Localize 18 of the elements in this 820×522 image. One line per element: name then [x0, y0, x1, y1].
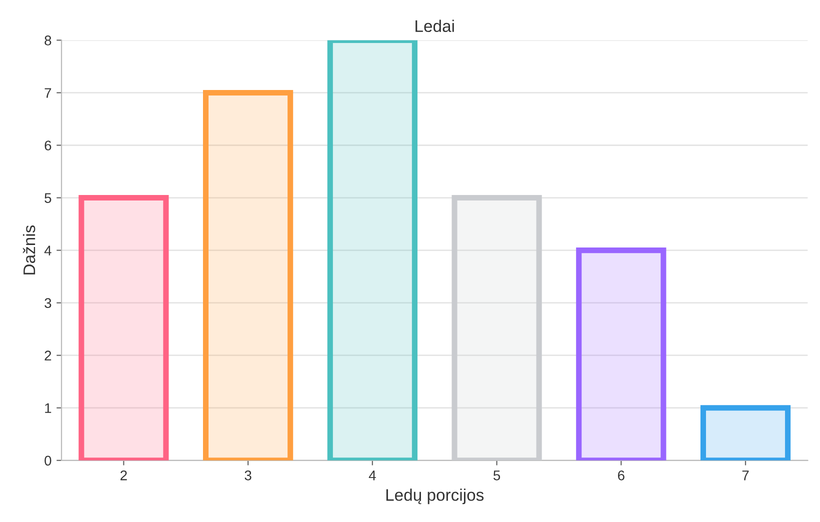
- x-tick-label: 3: [244, 470, 252, 480]
- x-axis-title: Ledų porcijos: [386, 488, 484, 504]
- y-axis-title: Dažnis: [22, 225, 36, 274]
- y-tick-label: 1: [45, 403, 52, 413]
- y-tick-label: 7: [44, 88, 52, 98]
- y-tick-label: 6: [44, 140, 52, 150]
- y-tick-label: 2: [44, 350, 52, 360]
- chart-title: Ledai: [416, 20, 454, 32]
- y-tick-label: 4: [44, 246, 52, 256]
- x-tick-label: 5: [493, 470, 500, 480]
- x-tick-label: 7: [742, 470, 749, 480]
- y-tick-label: 5: [44, 193, 52, 203]
- x-tick-label: 6: [618, 470, 624, 480]
- y-tick-label: 3: [44, 298, 52, 308]
- y-tick-label: 0: [44, 456, 52, 466]
- x-tick-label: 4: [368, 470, 376, 480]
- x-tick-label: 2: [120, 470, 127, 480]
- y-tick-label: 8: [44, 36, 52, 46]
